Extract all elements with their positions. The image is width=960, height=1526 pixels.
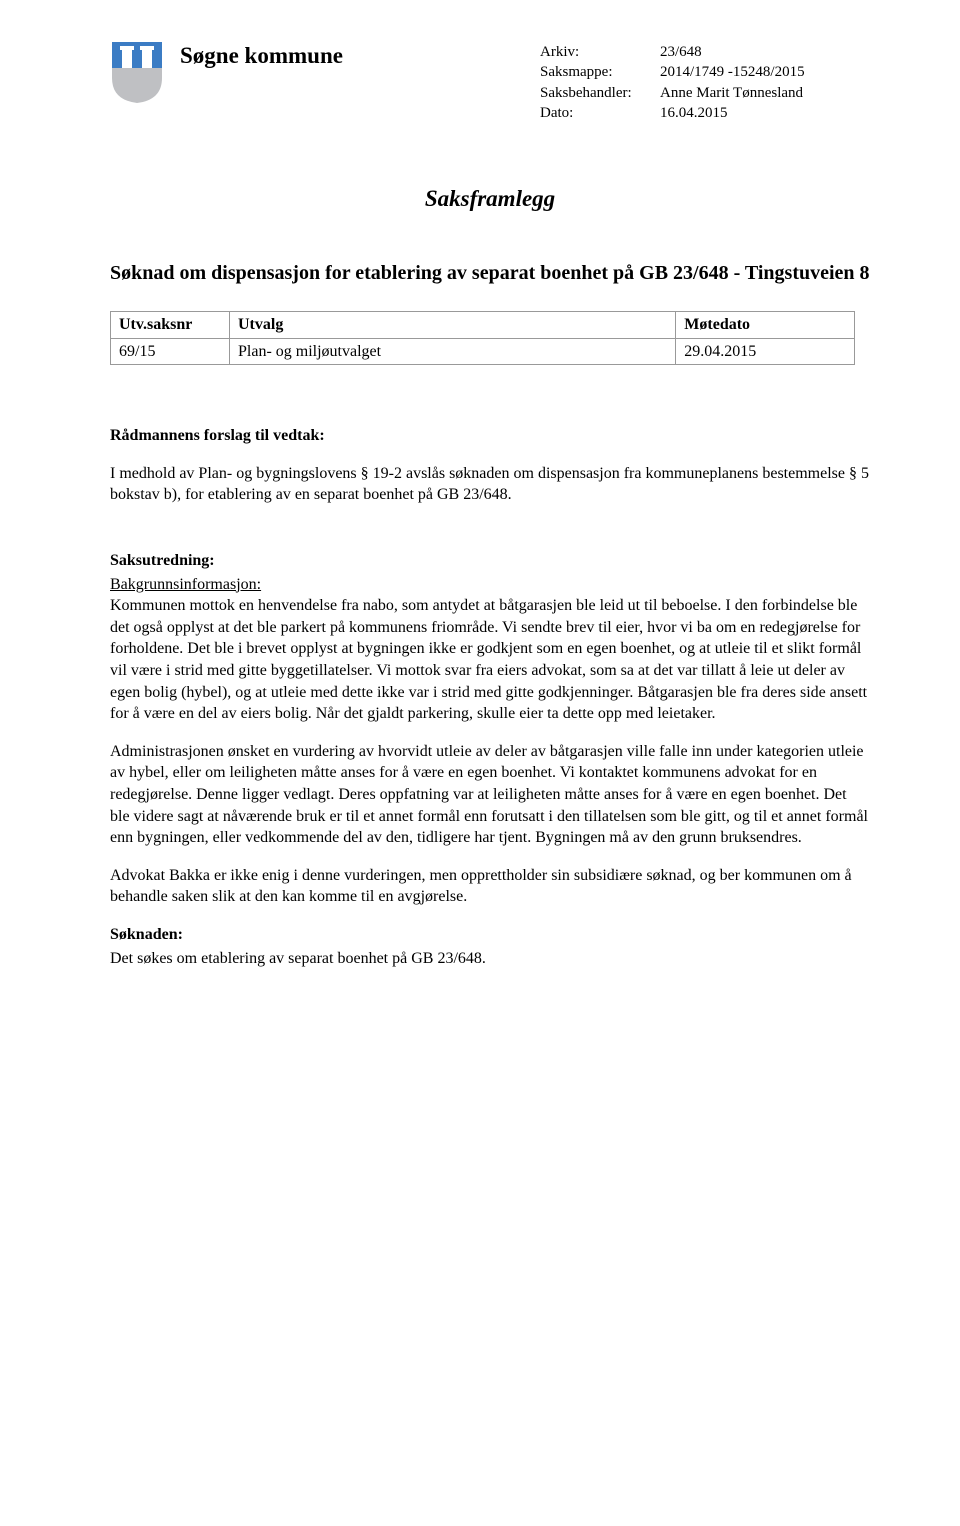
table-head-row: Utv.saksnr Utvalg Møtedato (111, 312, 855, 339)
table-row: 69/15 Plan- og miljøutvalget 29.04.2015 (111, 338, 855, 365)
bakgrunn-head: Bakgrunnsinformasjon: (110, 574, 870, 596)
meta-value: Anne Marit Tønnesland (660, 83, 870, 103)
meta-block: Arkiv: 23/648 Saksmappe: 2014/1749 -1524… (540, 40, 870, 123)
meta-value: 23/648 (660, 42, 870, 62)
shield-icon (110, 40, 164, 104)
meta-label: Saksbehandler: (540, 83, 660, 103)
soknaden-head: Søknaden: (110, 924, 870, 946)
saksutredning-head: Saksutredning: (110, 550, 870, 572)
document-header: Søgne kommune Arkiv: 23/648 Saksmappe: 2… (110, 40, 870, 123)
td-motedato: 29.04.2015 (676, 338, 855, 365)
bakgrunn-body-3: Advokat Bakka er ikke enig i denne vurde… (110, 865, 870, 908)
forslag-body: I medhold av Plan- og bygningslovens § 1… (110, 463, 870, 506)
meta-value: 2014/1749 -15248/2015 (660, 62, 870, 82)
meta-label: Saksmappe: (540, 62, 660, 82)
meta-saksbehandler: Saksbehandler: Anne Marit Tønnesland (540, 83, 870, 103)
th-saksnr: Utv.saksnr (111, 312, 230, 339)
spacer (110, 522, 870, 550)
bakgrunn-body-2: Administrasjonen ønsket en vurdering av … (110, 741, 870, 849)
org-title: Søgne kommune (180, 40, 540, 71)
meta-arkiv: Arkiv: 23/648 (540, 42, 870, 62)
soknaden-body: Det søkes om etablering av separat boenh… (110, 948, 870, 970)
logo-container (110, 40, 180, 111)
case-title: Søknad om dispensasjon for etablering av… (110, 260, 870, 287)
committee-table: Utv.saksnr Utvalg Møtedato 69/15 Plan- o… (110, 311, 855, 365)
td-saksnr: 69/15 (111, 338, 230, 365)
meta-saksmappe: Saksmappe: 2014/1749 -15248/2015 (540, 62, 870, 82)
td-utvalg: Plan- og miljøutvalget (230, 338, 676, 365)
bakgrunn-body-1: Kommunen mottok en henvendelse fra nabo,… (110, 595, 870, 725)
meta-label: Dato: (540, 103, 660, 123)
meta-dato: Dato: 16.04.2015 (540, 103, 870, 123)
meta-label: Arkiv: (540, 42, 660, 62)
org-title-container: Søgne kommune (180, 40, 540, 71)
th-utvalg: Utvalg (230, 312, 676, 339)
forslag-head: Rådmannens forslag til vedtak: (110, 425, 870, 447)
th-motedato: Møtedato (676, 312, 855, 339)
document-title: Saksframlegg (110, 183, 870, 214)
meta-value: 16.04.2015 (660, 103, 870, 123)
